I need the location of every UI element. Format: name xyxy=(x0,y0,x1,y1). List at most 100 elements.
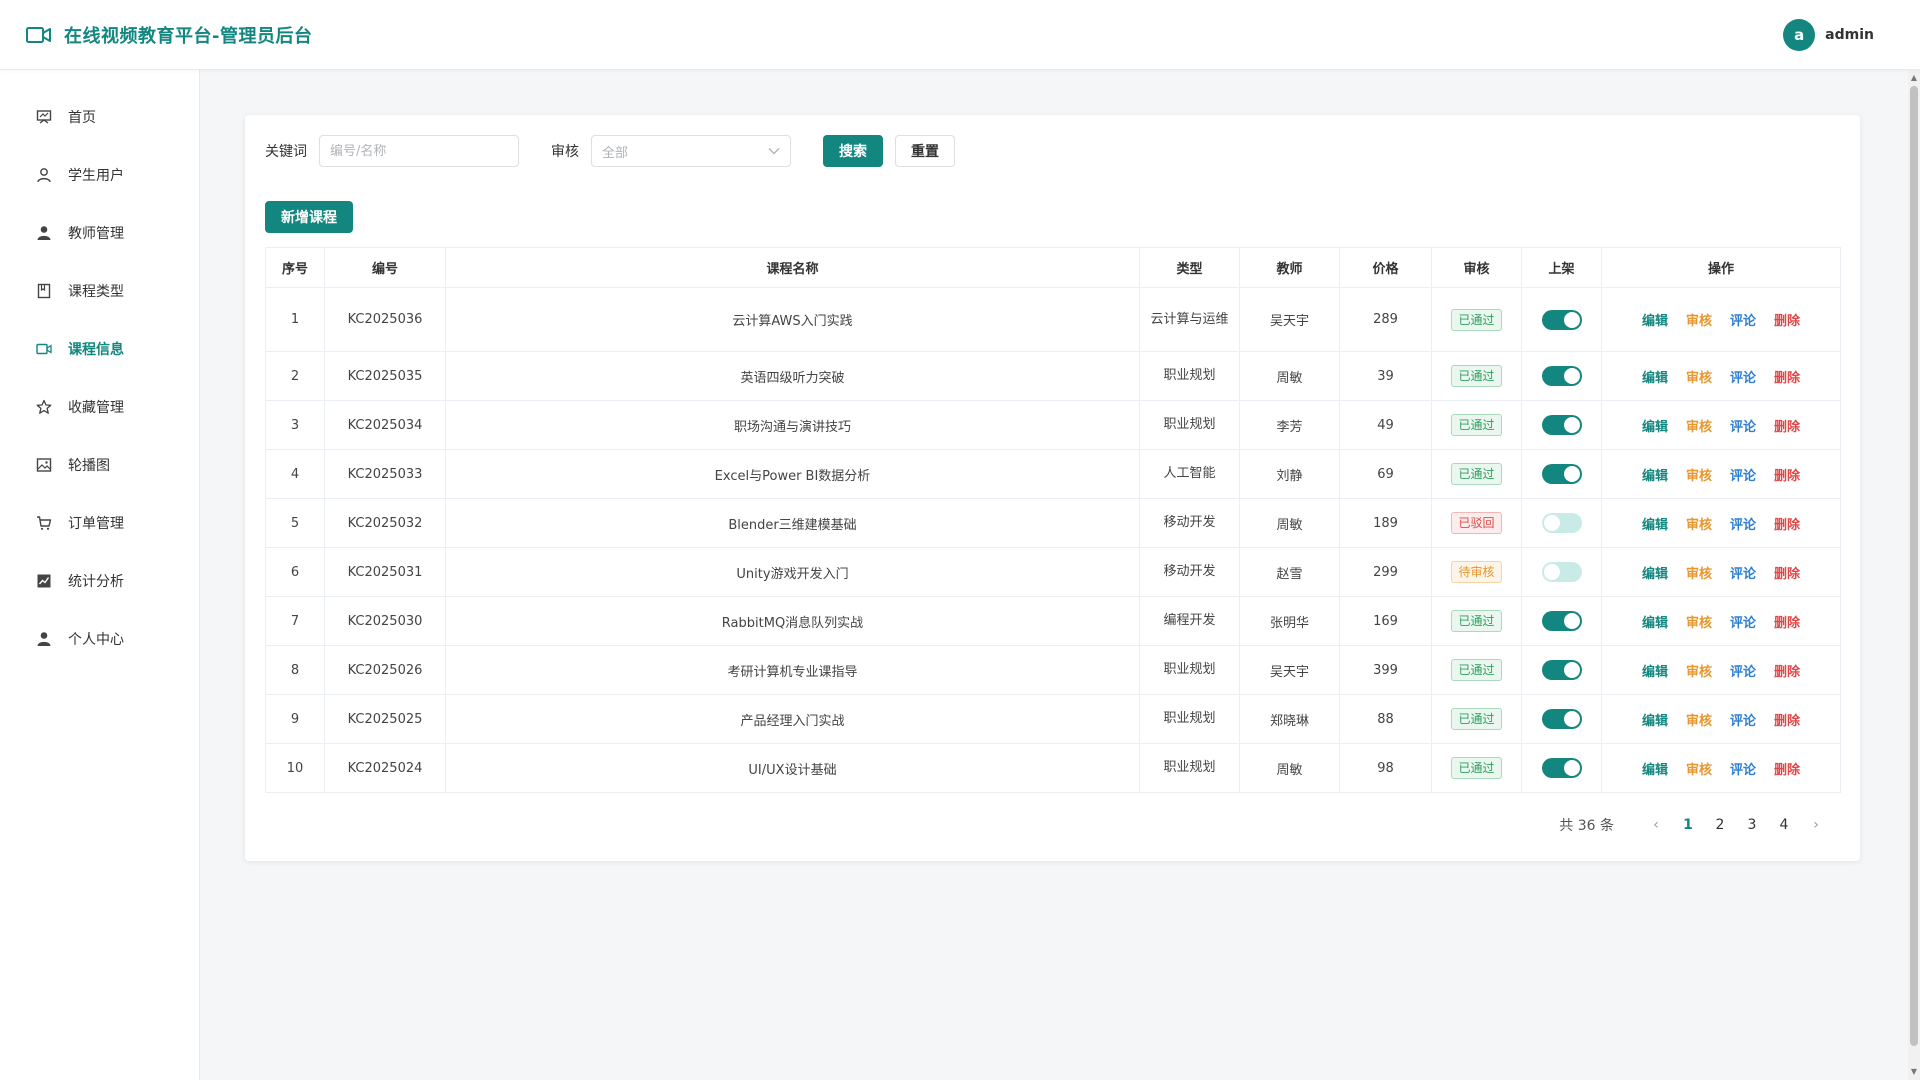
sidebar-item-4[interactable]: 课程类型 xyxy=(0,262,199,320)
course-price: 289 xyxy=(1339,287,1432,352)
course-name: Excel与Power BI数据分析 xyxy=(445,449,1140,499)
delete-action[interactable]: 删除 xyxy=(1774,762,1801,778)
edit-action[interactable]: 编辑 xyxy=(1641,314,1668,329)
comment-action[interactable]: 评论 xyxy=(1730,762,1757,778)
teacher-name: 张明华 xyxy=(1239,596,1340,646)
listed-toggle[interactable] xyxy=(1541,513,1582,533)
username[interactable]: admin xyxy=(1825,26,1874,43)
actions-cell: 编辑 审核 评论 删除 xyxy=(1601,645,1841,695)
edit-action[interactable]: 编辑 xyxy=(1641,713,1668,729)
sidebar-item-9[interactable]: 统计分析 xyxy=(0,552,199,610)
delete-action[interactable]: 删除 xyxy=(1774,615,1801,631)
audit-action[interactable]: 审核 xyxy=(1685,762,1712,778)
listed-toggle[interactable] xyxy=(1541,464,1582,484)
user-menu[interactable]: a admin xyxy=(1783,18,1874,51)
delete-action[interactable]: 删除 xyxy=(1774,664,1801,680)
audit-action[interactable]: 审核 xyxy=(1685,517,1712,533)
edit-action[interactable]: 编辑 xyxy=(1641,615,1668,631)
course-name: 考研计算机专业课指导 xyxy=(445,645,1140,695)
listed-toggle[interactable] xyxy=(1541,660,1582,680)
page-number[interactable]: 1 xyxy=(1683,817,1693,833)
sidebar-item-10[interactable]: 个人中心 xyxy=(0,610,199,668)
page-number[interactable]: 3 xyxy=(1747,817,1757,833)
page-number[interactable]: 4 xyxy=(1779,817,1789,833)
edit-action[interactable]: 编辑 xyxy=(1641,517,1668,533)
actions-cell: 编辑 审核 评论 删除 xyxy=(1601,498,1841,548)
column-header: 类型 xyxy=(1139,247,1240,288)
sidebar-item-7[interactable]: 轮播图 xyxy=(0,436,199,494)
audit-cell: 已通过 xyxy=(1431,287,1522,352)
cart-icon xyxy=(34,513,54,533)
edit-action[interactable]: 编辑 xyxy=(1641,370,1668,386)
sidebar-item-3[interactable]: 教师管理 xyxy=(0,204,199,262)
column-header: 价格 xyxy=(1339,247,1432,288)
sidebar-item-6[interactable]: 收藏管理 xyxy=(0,378,199,436)
audit-action[interactable]: 审核 xyxy=(1685,566,1712,582)
audit-action[interactable]: 审核 xyxy=(1685,314,1712,329)
course-price: 189 xyxy=(1339,498,1432,548)
comment-action[interactable]: 评论 xyxy=(1730,370,1757,386)
sidebar-item-1[interactable]: 首页 xyxy=(0,88,199,146)
next-page-icon[interactable]: › xyxy=(1813,817,1819,833)
audit-action[interactable]: 审核 xyxy=(1685,664,1712,680)
status-badge: 已通过 xyxy=(1451,463,1502,485)
teacher-name: 周敏 xyxy=(1239,743,1340,793)
listed-toggle[interactable] xyxy=(1541,562,1582,582)
keyword-input[interactable] xyxy=(319,135,519,167)
listed-toggle[interactable] xyxy=(1541,366,1582,386)
status-badge: 已通过 xyxy=(1451,610,1502,632)
audit-action[interactable]: 审核 xyxy=(1685,370,1712,386)
comment-action[interactable]: 评论 xyxy=(1730,566,1757,582)
course-code: KC2025032 xyxy=(324,498,446,548)
delete-action[interactable]: 删除 xyxy=(1774,419,1801,435)
delete-action[interactable]: 删除 xyxy=(1774,713,1801,729)
audit-action[interactable]: 审核 xyxy=(1685,713,1712,729)
edit-action[interactable]: 编辑 xyxy=(1641,762,1668,778)
listed-toggle[interactable] xyxy=(1541,415,1582,435)
edit-action[interactable]: 编辑 xyxy=(1641,468,1668,484)
audit-action[interactable]: 审核 xyxy=(1685,615,1712,631)
reset-button[interactable]: 重置 xyxy=(895,135,955,167)
delete-action[interactable]: 删除 xyxy=(1774,314,1801,329)
delete-action[interactable]: 删除 xyxy=(1774,517,1801,533)
delete-action[interactable]: 删除 xyxy=(1774,468,1801,484)
comment-action[interactable]: 评论 xyxy=(1730,419,1757,435)
sidebar-item-label: 统计分析 xyxy=(68,574,124,590)
sidebar-item-8[interactable]: 订单管理 xyxy=(0,494,199,552)
comment-action[interactable]: 评论 xyxy=(1730,615,1757,631)
delete-action[interactable]: 删除 xyxy=(1774,566,1801,582)
scroll-down-icon[interactable]: ▼ xyxy=(1910,1067,1918,1076)
page-scrollbar[interactable]: ▲ ▼ xyxy=(1908,70,1920,1080)
listed-toggle[interactable] xyxy=(1541,611,1582,631)
course-price: 39 xyxy=(1339,351,1432,401)
audit-action[interactable]: 审核 xyxy=(1685,468,1712,484)
edit-action[interactable]: 编辑 xyxy=(1641,566,1668,582)
edit-action[interactable]: 编辑 xyxy=(1641,664,1668,680)
comment-action[interactable]: 评论 xyxy=(1730,314,1757,329)
listed-toggle[interactable] xyxy=(1541,709,1582,729)
listed-toggle[interactable] xyxy=(1541,309,1582,330)
edit-action[interactable]: 编辑 xyxy=(1641,419,1668,435)
avatar[interactable]: a xyxy=(1783,18,1816,51)
row-index: 8 xyxy=(265,645,325,695)
comment-action[interactable]: 评论 xyxy=(1730,517,1757,533)
delete-action[interactable]: 删除 xyxy=(1774,370,1801,386)
listed-toggle[interactable] xyxy=(1541,758,1582,778)
search-button[interactable]: 搜索 xyxy=(823,135,883,167)
sidebar-item-5[interactable]: 课程信息 xyxy=(0,320,199,378)
add-course-button[interactable]: 新增课程 xyxy=(265,201,353,233)
listed-cell xyxy=(1521,596,1602,646)
sidebar-item-2[interactable]: 学生用户 xyxy=(0,146,199,204)
course-type: 人工智能 xyxy=(1139,449,1240,499)
comment-action[interactable]: 评论 xyxy=(1730,713,1757,729)
prev-page-icon[interactable]: ‹ xyxy=(1653,817,1659,833)
comment-action[interactable]: 评论 xyxy=(1730,664,1757,680)
user-outline-icon xyxy=(34,165,54,185)
scroll-thumb[interactable] xyxy=(1910,86,1918,1046)
comment-action[interactable]: 评论 xyxy=(1730,468,1757,484)
course-code: KC2025024 xyxy=(324,743,446,793)
audit-action[interactable]: 审核 xyxy=(1685,419,1712,435)
page-number[interactable]: 2 xyxy=(1715,817,1725,833)
scroll-up-icon[interactable]: ▲ xyxy=(1910,73,1918,82)
audit-select[interactable]: 全部 xyxy=(591,135,791,167)
